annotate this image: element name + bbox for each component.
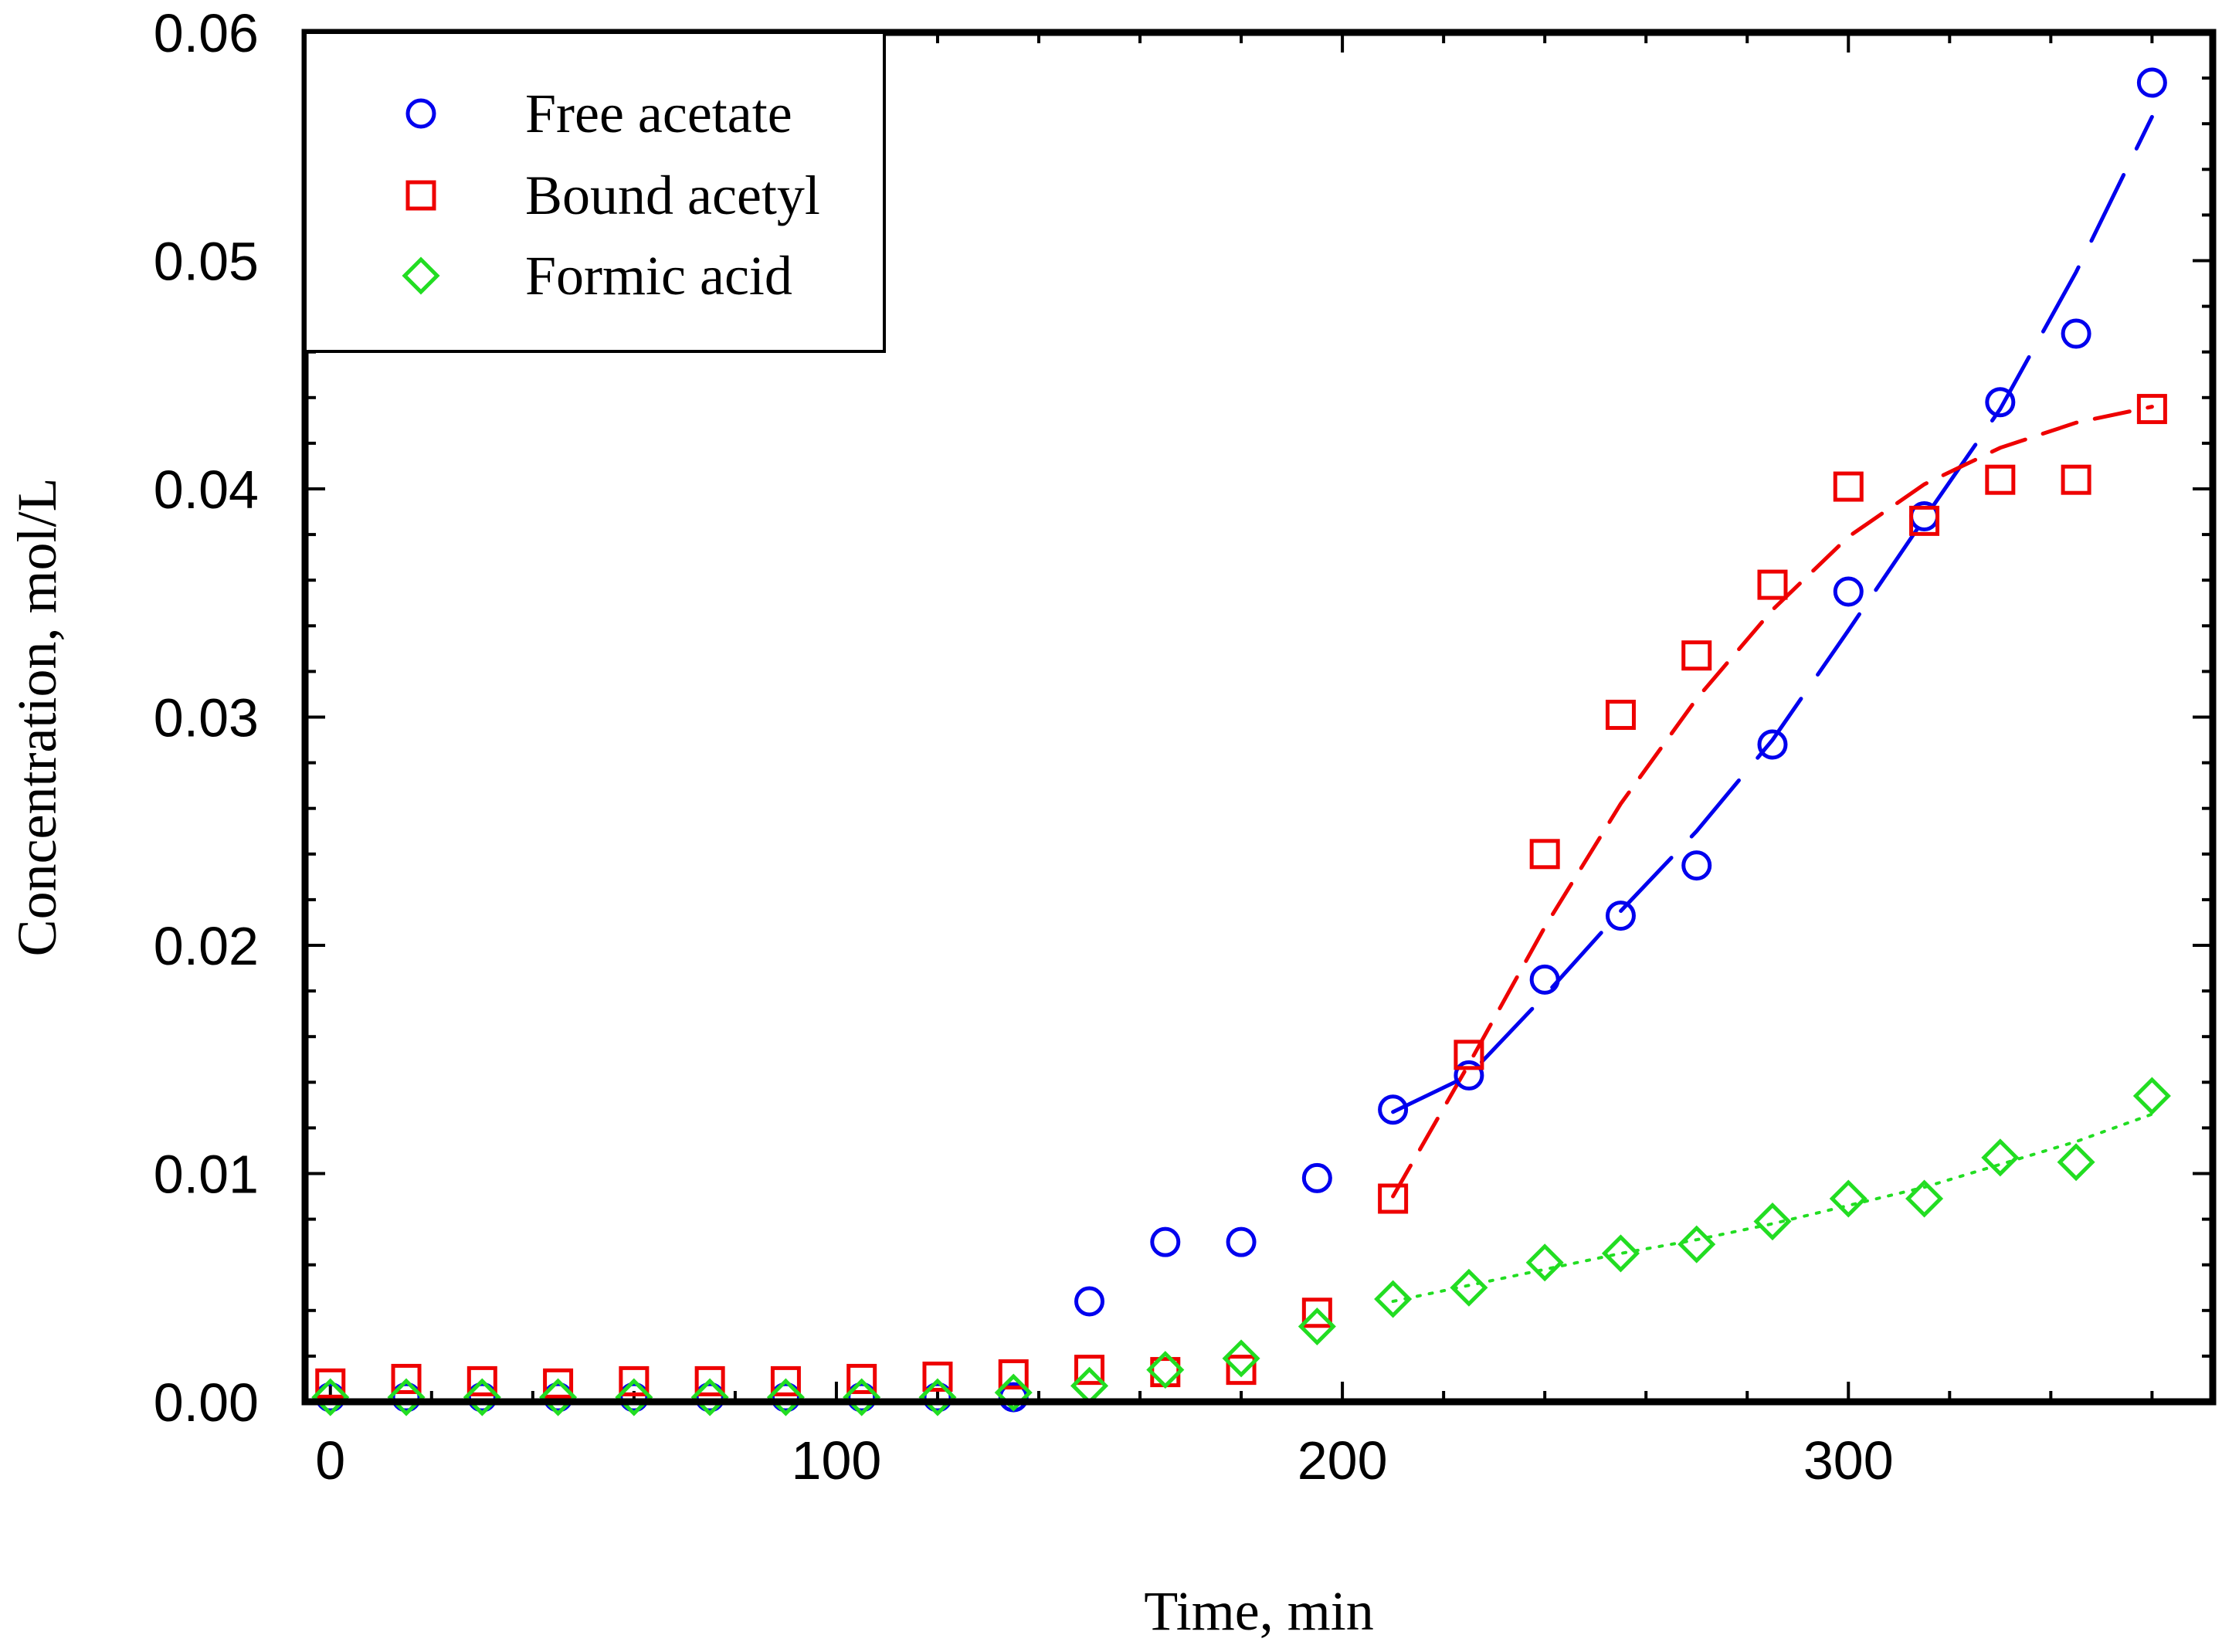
formic-acid-point bbox=[1525, 1243, 1564, 1282]
free-acetate-point bbox=[1681, 850, 1712, 881]
bound-acetyl-point bbox=[466, 1365, 497, 1396]
free-acetate-point bbox=[1454, 1060, 1484, 1091]
legend-label: Free acetate bbox=[525, 83, 792, 144]
bound-acetyl-point bbox=[1681, 640, 1712, 671]
axis-tick-labels: 0 100 200 300 0.00 0.01 0.02 0.03 0.04 0.05 0.06 bbox=[154, 3, 1894, 1491]
bound-acetyl-point bbox=[391, 1363, 422, 1394]
free-acetate-point bbox=[2136, 67, 2167, 98]
free-acetate-point bbox=[1833, 576, 1864, 607]
formic-acid-point bbox=[766, 1378, 805, 1416]
y-axis-title: Concentration, mol/L bbox=[6, 478, 68, 957]
free-acetate-point bbox=[770, 1382, 801, 1413]
free-acetate-point bbox=[1074, 1286, 1105, 1317]
y-tick-label: 0.06 bbox=[154, 3, 259, 63]
free-acetate-point bbox=[922, 1382, 953, 1413]
formic-acid-point bbox=[1146, 1351, 1185, 1389]
bound-acetyl-point bbox=[1454, 1040, 1484, 1070]
bound-acetyl-point bbox=[1529, 839, 1560, 870]
free-acetate-point bbox=[694, 1382, 725, 1413]
bound-acetyl-point bbox=[619, 1365, 650, 1396]
bound-acetyl-point bbox=[1833, 471, 1864, 502]
free-acetate-point bbox=[619, 1382, 650, 1413]
formic-acid-point bbox=[1374, 1280, 1413, 1318]
x-tick-label: 200 bbox=[1298, 1430, 1388, 1491]
formic-acid-point bbox=[1905, 1179, 1944, 1218]
formic-acid-point bbox=[994, 1373, 1033, 1412]
bound-acetyl-point bbox=[998, 1359, 1029, 1390]
bound-acetyl-point bbox=[2136, 394, 2167, 425]
formic-acid-point bbox=[615, 1378, 653, 1416]
fit-line-formic-acid bbox=[1391, 1112, 2154, 1303]
free-acetate-point bbox=[391, 1382, 422, 1413]
plot-frame bbox=[301, 29, 2217, 1406]
formic-acid-point bbox=[1981, 1138, 2020, 1177]
x-tick-label: 0 bbox=[315, 1430, 345, 1491]
x-axis-title: Time, min bbox=[1144, 1580, 1373, 1642]
y-tick-label: 0.00 bbox=[154, 1372, 259, 1433]
legend-label: Formic acid bbox=[525, 245, 792, 307]
formic-acid-point bbox=[1753, 1203, 1792, 1241]
free-acetate-point bbox=[1378, 1094, 1409, 1125]
free-acetate-point bbox=[2061, 318, 2091, 349]
bound-acetyl-point bbox=[543, 1368, 574, 1399]
y-tick-label: 0.03 bbox=[154, 688, 259, 748]
legend-marker-formic-acid bbox=[402, 256, 440, 295]
legend-marker-free-acetate bbox=[405, 98, 436, 129]
legend-label: Bound acetyl bbox=[525, 165, 820, 226]
formic-acid-point bbox=[463, 1378, 501, 1416]
free-acetate-point bbox=[846, 1382, 877, 1413]
bound-acetyl-point bbox=[1757, 569, 1788, 600]
fit-line-free-acetate bbox=[1391, 114, 2154, 1114]
bound-acetyl-point bbox=[2061, 464, 2091, 495]
formic-acid-point bbox=[1601, 1234, 1640, 1273]
bound-acetyl-point bbox=[1074, 1355, 1105, 1386]
y-tick-label: 0.04 bbox=[154, 460, 259, 520]
bound-acetyl-point bbox=[846, 1363, 877, 1394]
y-tick-label: 0.02 bbox=[154, 916, 259, 976]
formic-acid-point bbox=[690, 1378, 729, 1416]
data-markers bbox=[311, 67, 2171, 1416]
formic-acid-point bbox=[2132, 1077, 2171, 1115]
free-acetate-point bbox=[1301, 1162, 1332, 1193]
legend-marker-bound-acetyl bbox=[405, 180, 436, 211]
bound-acetyl-point bbox=[1301, 1298, 1332, 1328]
formic-acid-point bbox=[1829, 1179, 1867, 1218]
y-tick-label: 0.01 bbox=[154, 1145, 259, 1205]
free-acetate-point bbox=[1605, 901, 1636, 931]
y-tick-label: 0.05 bbox=[154, 232, 259, 292]
free-acetate-point bbox=[1757, 729, 1788, 760]
free-acetate-point bbox=[466, 1382, 497, 1413]
formic-acid-point bbox=[1450, 1268, 1488, 1307]
bound-acetyl-point bbox=[1226, 1355, 1257, 1386]
bound-acetyl-point bbox=[770, 1365, 801, 1396]
formic-acid-point bbox=[1678, 1225, 1716, 1264]
x-tick-label: 100 bbox=[792, 1430, 882, 1491]
free-acetate-point bbox=[1985, 387, 2016, 418]
bound-acetyl-point bbox=[922, 1361, 953, 1392]
bound-acetyl-point bbox=[1985, 464, 2016, 495]
formic-acid-point bbox=[1298, 1307, 1336, 1346]
formic-acid-point bbox=[2057, 1143, 2095, 1182]
bound-acetyl-point bbox=[315, 1368, 346, 1399]
x-tick-label: 300 bbox=[1803, 1430, 1894, 1491]
free-acetate-point bbox=[1150, 1226, 1181, 1257]
formic-acid-point bbox=[539, 1378, 578, 1416]
legend-box bbox=[304, 31, 886, 353]
bound-acetyl-point bbox=[1378, 1183, 1409, 1214]
fit-line-bound-acetyl bbox=[1391, 405, 2154, 1199]
fit-lines bbox=[1391, 114, 2154, 1303]
free-acetate-point bbox=[1529, 964, 1560, 995]
bound-acetyl-point bbox=[694, 1365, 725, 1396]
formic-acid-point bbox=[918, 1378, 957, 1416]
bound-acetyl-point bbox=[1909, 505, 1940, 536]
formic-acid-point bbox=[843, 1378, 881, 1416]
free-acetate-point bbox=[1226, 1226, 1257, 1257]
formic-acid-point bbox=[311, 1378, 350, 1416]
bound-acetyl-point bbox=[1605, 700, 1636, 731]
legend: Free acetate Bound acetyl Formic acid bbox=[304, 31, 886, 353]
formic-acid-point bbox=[387, 1378, 426, 1416]
formic-acid-point bbox=[1222, 1339, 1260, 1378]
